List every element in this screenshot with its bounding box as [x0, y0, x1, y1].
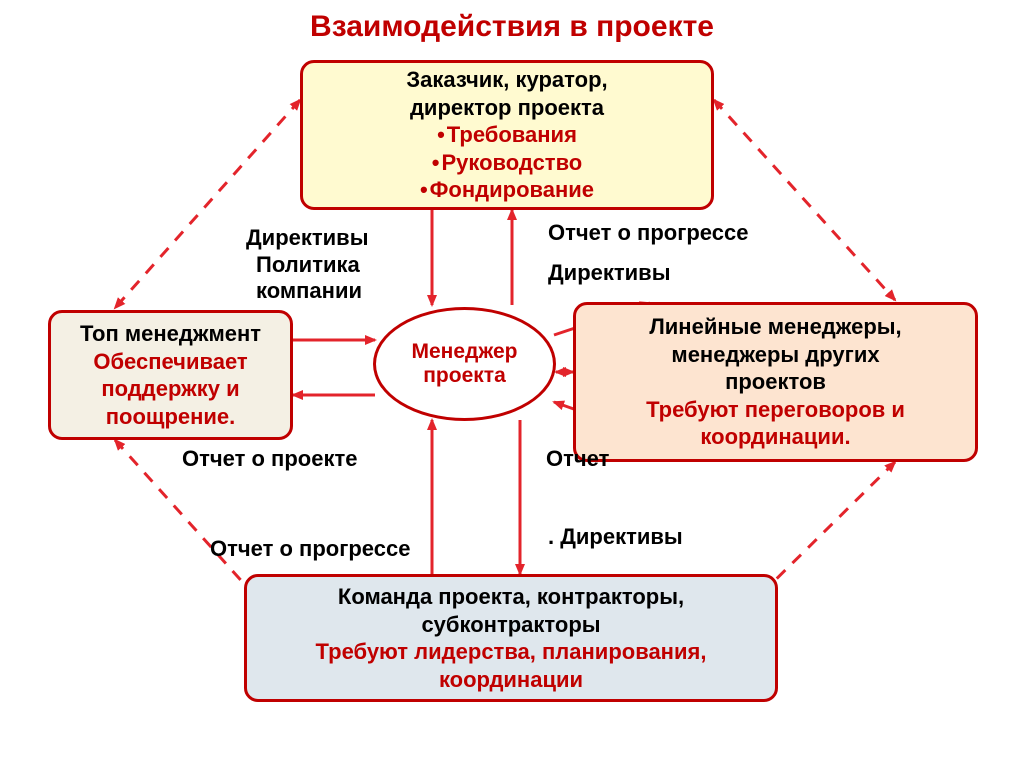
- node-customer: Заказчик, куратор,директор проектаТребов…: [300, 60, 714, 210]
- node-text-line: Линейные менеджеры,: [649, 313, 901, 341]
- node-bullet-line: Фондирование: [420, 176, 594, 204]
- edge-label: Политика: [256, 252, 360, 277]
- node-project-manager: Менеджерпроекта: [373, 307, 556, 421]
- node-text-line: поддержку и: [101, 375, 239, 403]
- node-text-line: Требуют лидерства, планирования,: [316, 638, 707, 666]
- node-bullet-line: Руководство: [432, 149, 583, 177]
- node-text-line: Заказчик, куратор,: [406, 66, 607, 94]
- node-text-line: менеджеры других: [671, 341, 879, 369]
- title-text: Взаимодействия в проекте: [310, 10, 714, 43]
- edge-label: Отчет: [546, 446, 609, 471]
- center-text-line: Менеджер: [412, 340, 518, 364]
- dashed-arrow: [755, 462, 895, 600]
- node-text-line: Команда проекта, контракторы,: [338, 583, 684, 611]
- node-text-line: директор проекта: [410, 94, 604, 122]
- node-text-line: проектов: [725, 368, 826, 396]
- node-text-line: Топ менеджмент: [80, 320, 261, 348]
- center-text-line: проекта: [423, 364, 506, 388]
- node-text-line: координации.: [700, 423, 850, 451]
- diagram-stage: Взаимодействия в проекте Заказчик, курат…: [0, 0, 1024, 767]
- node-top-management: Топ менеджментОбеспечиваетподдержку ипоо…: [48, 310, 293, 440]
- edge-label: компании: [256, 278, 362, 303]
- node-text-line: координации: [439, 666, 583, 694]
- edge-label: Отчет о проекте: [182, 446, 357, 471]
- edge-label: Отчет о прогрессе: [210, 536, 410, 561]
- edge-label: Директивы: [548, 260, 671, 285]
- dashed-arrow: [714, 100, 895, 300]
- edge-label: Директивы: [246, 225, 369, 250]
- node-line-managers: Линейные менеджеры,менеджеры другихпроек…: [573, 302, 978, 462]
- node-text-line: субконтракторы: [421, 611, 600, 639]
- node-text-line: поощрение.: [106, 403, 236, 431]
- node-text-line: Обеспечивает: [93, 348, 247, 376]
- node-text-line: Требуют переговоров и: [646, 396, 905, 424]
- node-team: Команда проекта, контракторы,субконтракт…: [244, 574, 778, 702]
- node-bullet-line: Требования: [437, 121, 577, 149]
- diagram-title: Взаимодействия в проекте: [0, 10, 1024, 44]
- edge-label: . Директивы: [548, 524, 683, 549]
- edge-label: Отчет о прогрессе: [548, 220, 748, 245]
